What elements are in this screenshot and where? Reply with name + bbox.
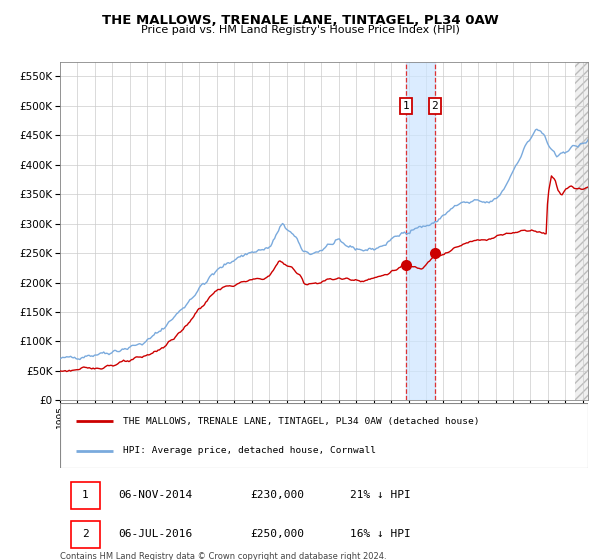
FancyBboxPatch shape [71,482,100,508]
Text: 16% ↓ HPI: 16% ↓ HPI [350,529,411,539]
Bar [406,62,435,400]
Text: 21% ↓ HPI: 21% ↓ HPI [350,490,411,500]
Text: 06-NOV-2014: 06-NOV-2014 [118,490,193,500]
Text: THE MALLOWS, TRENALE LANE, TINTAGEL, PL34 0AW (detached house): THE MALLOWS, TRENALE LANE, TINTAGEL, PL3… [124,417,480,426]
Text: 06-JUL-2016: 06-JUL-2016 [118,529,193,539]
Text: HPI: Average price, detached house, Cornwall: HPI: Average price, detached house, Corn… [124,446,376,455]
Bar [575,47,600,400]
FancyBboxPatch shape [60,403,588,468]
Text: £250,000: £250,000 [250,529,304,539]
Text: 1: 1 [82,490,88,500]
Text: 2: 2 [431,101,438,111]
Text: THE MALLOWS, TRENALE LANE, TINTAGEL, PL34 0AW: THE MALLOWS, TRENALE LANE, TINTAGEL, PL3… [101,14,499,27]
Text: 1: 1 [403,101,409,111]
Text: 2: 2 [82,529,88,539]
FancyBboxPatch shape [71,521,100,548]
Text: Contains HM Land Registry data © Crown copyright and database right 2024.
This d: Contains HM Land Registry data © Crown c… [60,552,386,560]
Text: £230,000: £230,000 [250,490,304,500]
Text: Price paid vs. HM Land Registry's House Price Index (HPI): Price paid vs. HM Land Registry's House … [140,25,460,35]
